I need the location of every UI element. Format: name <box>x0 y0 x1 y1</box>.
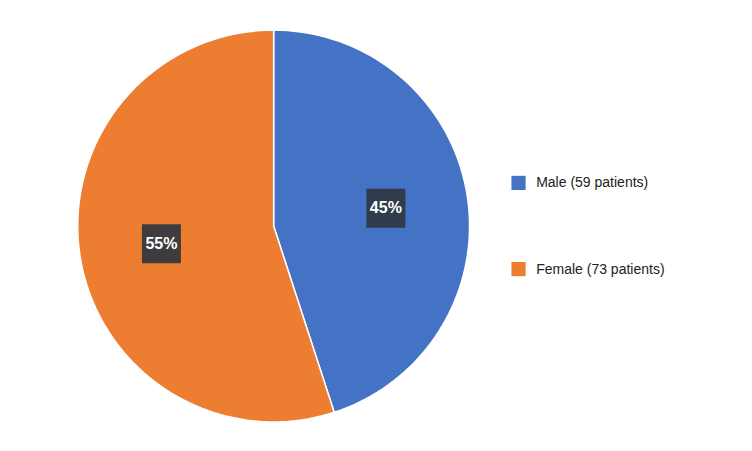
svg-text:45%: 45% <box>370 199 402 216</box>
svg-text:55%: 55% <box>145 235 177 252</box>
svg-text:Female (73 patients): Female (73 patients) <box>536 261 664 277</box>
svg-text:Male (59 patients): Male (59 patients) <box>536 174 648 190</box>
